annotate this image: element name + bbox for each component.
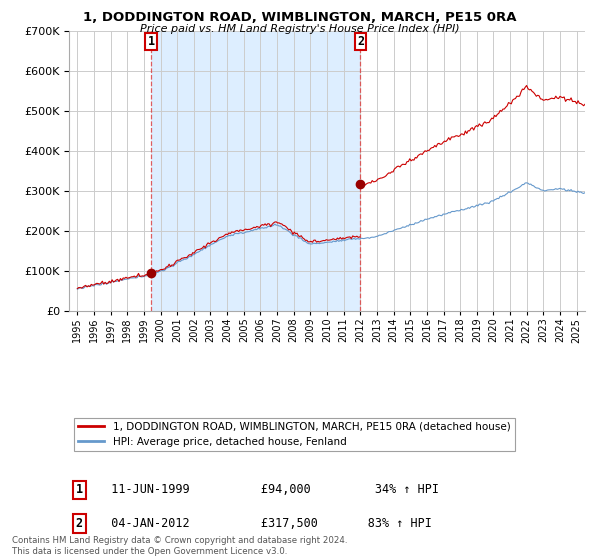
Text: 11-JUN-1999          £94,000         34% ↑ HPI: 11-JUN-1999 £94,000 34% ↑ HPI [97,483,439,497]
Bar [151,31,361,311]
Legend: 1, DODDINGTON ROAD, WIMBLINGTON, MARCH, PE15 0RA (detached house), HPI: Average : 1, DODDINGTON ROAD, WIMBLINGTON, MARCH, … [74,418,515,451]
Text: 1: 1 [148,35,155,48]
Text: 04-JAN-2012          £317,500       83% ↑ HPI: 04-JAN-2012 £317,500 83% ↑ HPI [97,517,432,530]
Text: 1, DODDINGTON ROAD, WIMBLINGTON, MARCH, PE15 0RA: 1, DODDINGTON ROAD, WIMBLINGTON, MARCH, … [83,11,517,24]
Text: Contains HM Land Registry data © Crown copyright and database right 2024.
This d: Contains HM Land Registry data © Crown c… [12,536,347,556]
Text: 2: 2 [76,517,83,530]
Text: Price paid vs. HM Land Registry's House Price Index (HPI): Price paid vs. HM Land Registry's House … [140,24,460,34]
Text: 1: 1 [76,483,83,497]
Text: 2: 2 [357,35,364,48]
